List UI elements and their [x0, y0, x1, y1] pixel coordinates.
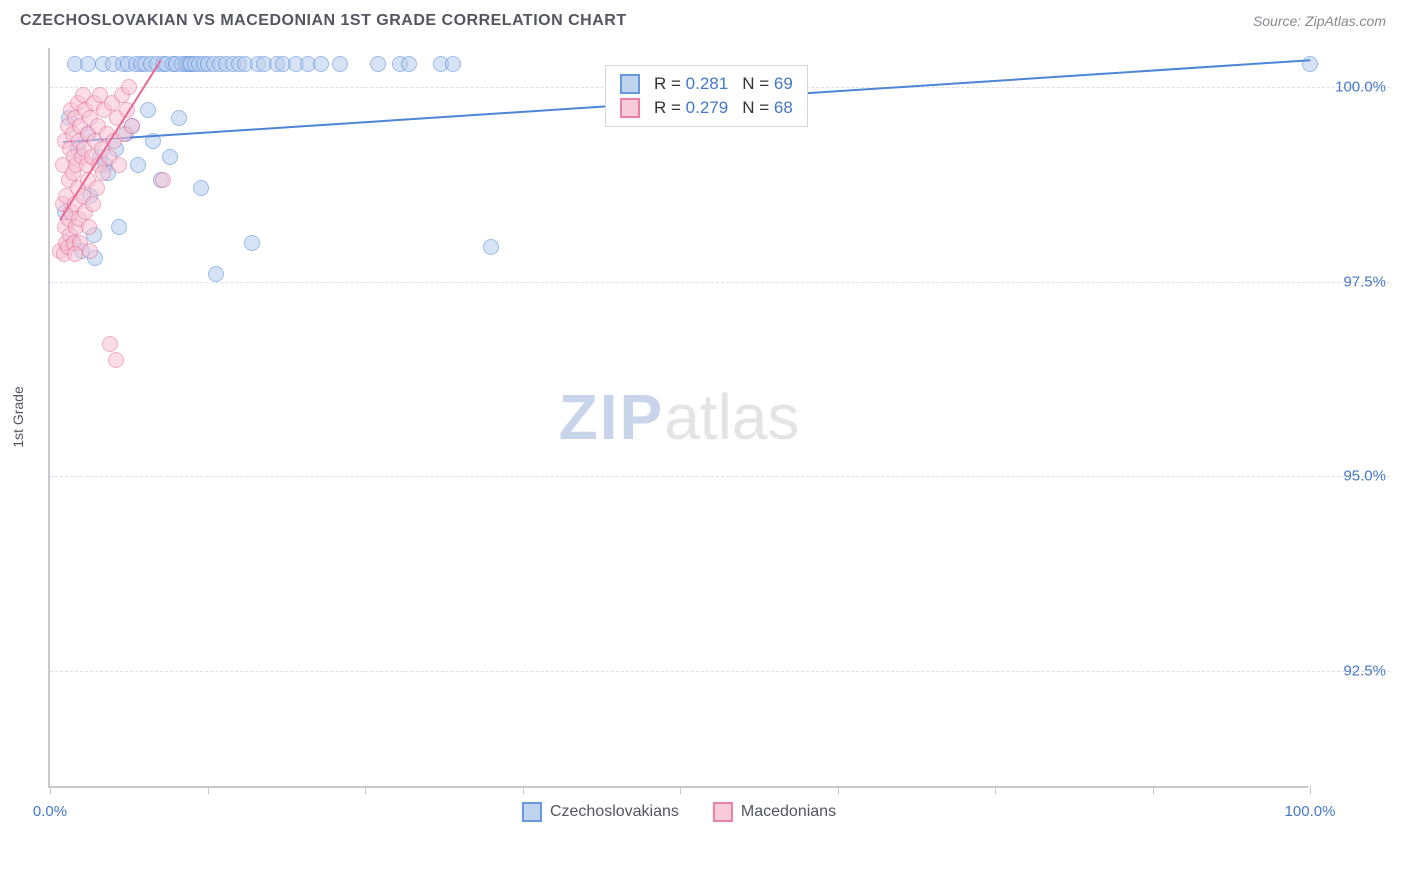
legend-item: Czechoslovakians: [522, 802, 679, 822]
scatter-point: [89, 180, 105, 196]
stats-row: R = 0.279 N = 68: [620, 96, 793, 120]
chart-container: 1st Grade ZIPatlas 92.5%95.0%97.5%100.0%…: [48, 48, 1388, 828]
legend-item: Macedonians: [713, 802, 836, 822]
x-tick: [365, 786, 366, 794]
stat-r-label: R = 0.281: [654, 74, 728, 94]
scatter-point: [171, 110, 187, 126]
scatter-point: [483, 239, 499, 255]
scatter-point: [445, 56, 461, 72]
legend: Czechoslovakians Macedonians: [522, 802, 836, 822]
scatter-point: [1302, 56, 1318, 72]
legend-label: Macedonians: [741, 803, 836, 821]
scatter-point: [102, 336, 118, 352]
y-axis-title: 1st Grade: [10, 386, 26, 447]
scatter-point: [401, 56, 417, 72]
scatter-point: [155, 172, 171, 188]
y-tick-label: 100.0%: [1335, 78, 1386, 95]
stats-row: R = 0.281 N = 69: [620, 72, 793, 96]
x-tick-label: 0.0%: [33, 803, 67, 820]
scatter-point: [67, 246, 83, 262]
watermark: ZIPatlas: [559, 380, 800, 454]
scatter-point: [95, 165, 111, 181]
scatter-point: [193, 180, 209, 196]
legend-swatch: [620, 98, 640, 118]
scatter-point: [313, 56, 329, 72]
plot-area: 1st Grade ZIPatlas 92.5%95.0%97.5%100.0%…: [48, 48, 1308, 788]
x-tick: [1310, 786, 1311, 794]
y-tick-label: 97.5%: [1343, 273, 1386, 290]
scatter-point: [85, 196, 101, 212]
x-tick: [50, 786, 51, 794]
scatter-point: [244, 235, 260, 251]
x-tick-label: 100.0%: [1285, 803, 1336, 820]
scatter-point: [370, 56, 386, 72]
stat-r-label: R = 0.279: [654, 98, 728, 118]
scatter-point: [208, 266, 224, 282]
legend-swatch: [620, 74, 640, 94]
legend-swatch: [713, 802, 733, 822]
scatter-point: [130, 157, 146, 173]
x-tick: [838, 786, 839, 794]
source-attribution: Source: ZipAtlas.com: [1253, 13, 1386, 29]
x-tick: [208, 786, 209, 794]
watermark-zip: ZIP: [559, 381, 665, 453]
stat-n-label: N = 69: [742, 74, 793, 94]
legend-label: Czechoslovakians: [550, 803, 679, 821]
stat-n-label: N = 68: [742, 98, 793, 118]
scatter-point: [82, 243, 98, 259]
watermark-atlas: atlas: [664, 381, 799, 453]
x-tick: [680, 786, 681, 794]
scatter-point: [80, 56, 96, 72]
scatter-point: [111, 219, 127, 235]
x-tick: [523, 786, 524, 794]
chart-title: CZECHOSLOVAKIAN VS MACEDONIAN 1ST GRADE …: [20, 12, 627, 30]
scatter-point: [121, 79, 137, 95]
scatter-point: [124, 118, 140, 134]
stats-box: R = 0.281 N = 69 R = 0.279 N = 68: [605, 65, 808, 127]
gridline: [50, 476, 1390, 477]
scatter-point: [108, 352, 124, 368]
y-tick-label: 95.0%: [1343, 468, 1386, 485]
gridline: [50, 671, 1390, 672]
scatter-point: [81, 219, 97, 235]
x-tick: [995, 786, 996, 794]
y-tick-label: 92.5%: [1343, 663, 1386, 680]
scatter-point: [140, 102, 156, 118]
legend-swatch: [522, 802, 542, 822]
x-tick: [1153, 786, 1154, 794]
scatter-point: [332, 56, 348, 72]
gridline: [50, 282, 1390, 283]
scatter-point: [111, 157, 127, 173]
scatter-point: [162, 149, 178, 165]
